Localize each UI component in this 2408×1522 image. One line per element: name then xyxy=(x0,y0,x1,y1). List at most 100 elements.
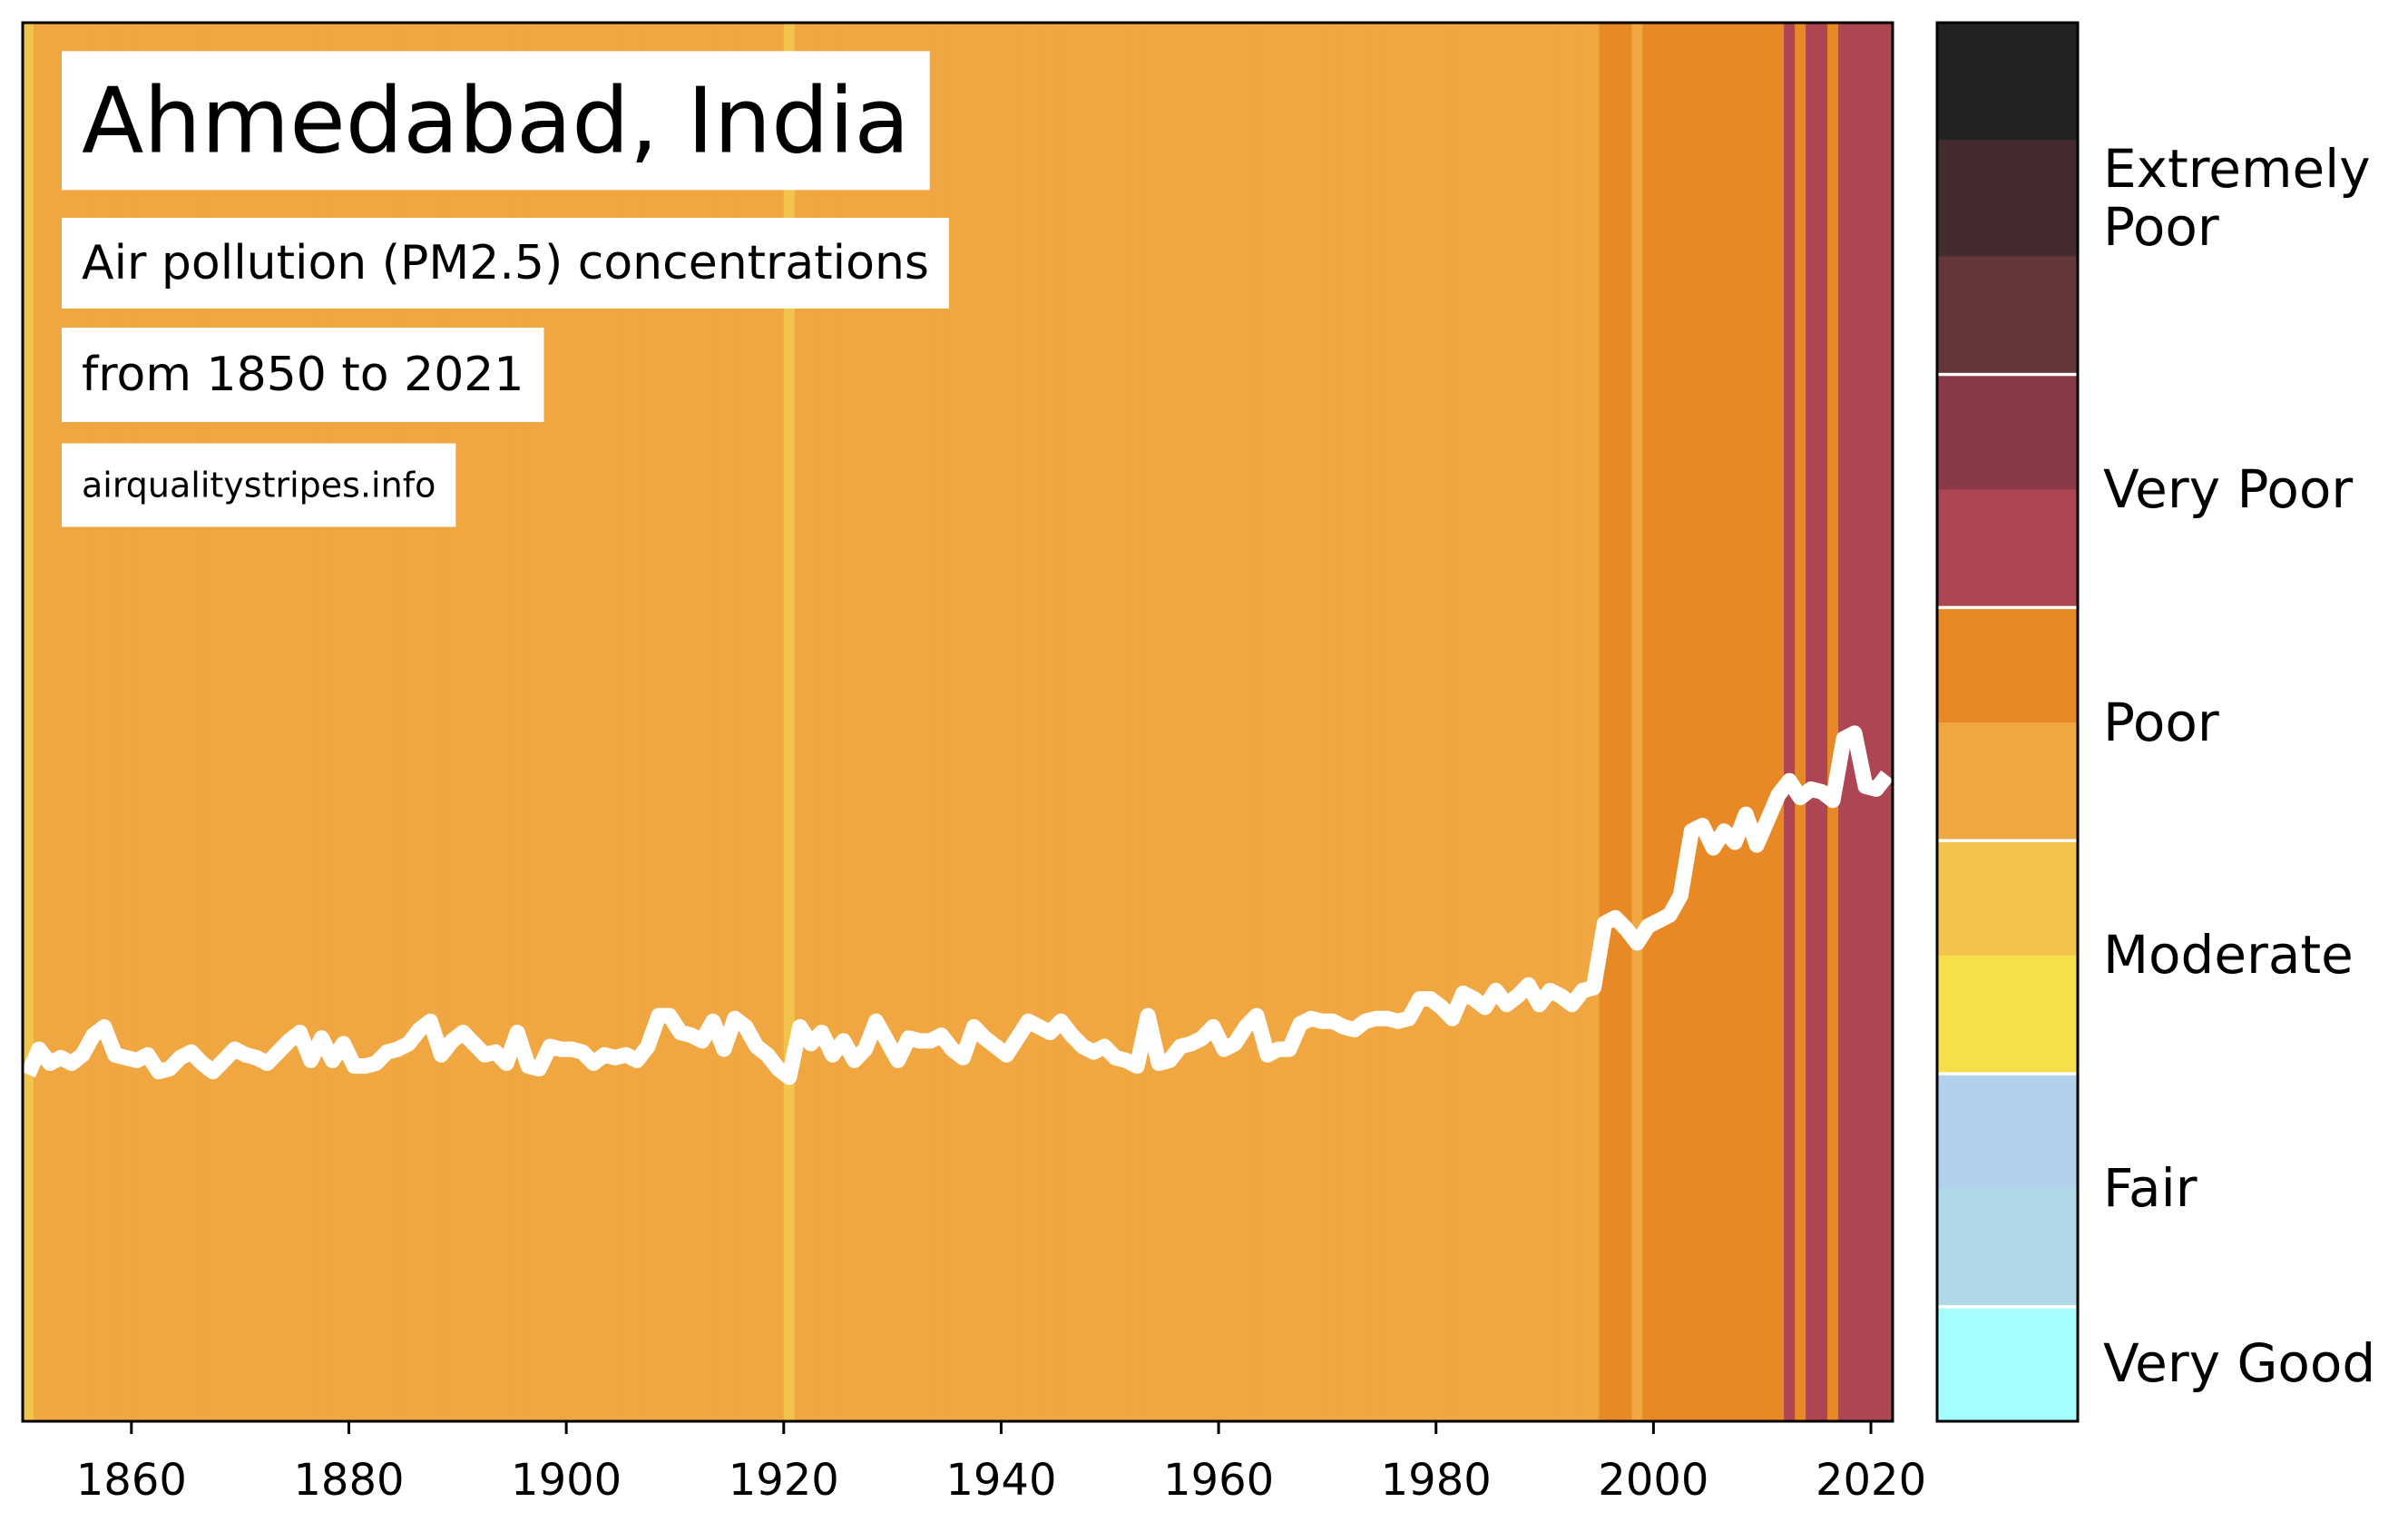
colorbar-label: Moderate xyxy=(2103,924,2354,987)
stripe xyxy=(1773,23,1785,1421)
stripe xyxy=(729,23,741,1421)
stripe xyxy=(1283,23,1296,1421)
stripe xyxy=(1708,23,1719,1421)
colorbar-box xyxy=(1937,23,2078,141)
pollution-line xyxy=(23,725,1893,1085)
stripe xyxy=(1653,23,1665,1421)
stripe xyxy=(1544,23,1557,1421)
x-tick-label: 1860 xyxy=(76,1455,187,1506)
colorbar-box xyxy=(1937,838,2078,956)
stripe xyxy=(1512,23,1524,1421)
period-text: from 1850 to 2021 xyxy=(82,348,524,402)
stripe xyxy=(827,23,839,1421)
stripe xyxy=(1740,23,1752,1421)
stripe xyxy=(1121,23,1132,1421)
title-boxes: Ahmedabad, India Air pollution (PM2.5) c… xyxy=(62,51,949,527)
x-tick-label: 1900 xyxy=(511,1455,622,1506)
plot-frame xyxy=(21,21,1894,1423)
x-tick-label: 1960 xyxy=(1163,1455,1274,1506)
stripe xyxy=(1055,23,1067,1421)
stripe xyxy=(1860,23,1872,1421)
title-box xyxy=(62,51,930,191)
stripe xyxy=(1435,23,1448,1421)
stripe xyxy=(761,23,774,1421)
stripe xyxy=(1251,23,1263,1421)
stripe xyxy=(1403,23,1415,1421)
stripe xyxy=(1197,23,1209,1421)
colorbar-box xyxy=(1937,722,2078,840)
stripe xyxy=(621,23,632,1421)
stripe xyxy=(1272,23,1285,1421)
colorbar-box xyxy=(1937,255,2078,373)
stripe xyxy=(33,23,45,1421)
stripe xyxy=(816,23,828,1421)
colorbar-box xyxy=(1937,605,2078,723)
stripe xyxy=(870,23,883,1421)
stripe xyxy=(1208,23,1219,1421)
stripe xyxy=(599,23,611,1421)
stripe xyxy=(1533,23,1546,1421)
stripe xyxy=(1849,23,1861,1421)
stripe xyxy=(1686,23,1698,1421)
stripe xyxy=(610,23,622,1421)
stripe xyxy=(739,23,752,1421)
stripe xyxy=(1882,23,1894,1421)
stripe xyxy=(1099,23,1111,1421)
stripe xyxy=(837,23,850,1421)
stripe xyxy=(1631,23,1644,1421)
stripe xyxy=(957,23,970,1421)
stripe xyxy=(925,23,937,1421)
stripe xyxy=(652,23,665,1421)
stripe xyxy=(1816,23,1828,1421)
stripe xyxy=(1359,23,1372,1421)
x-tick-label: 1880 xyxy=(293,1455,404,1506)
stripe xyxy=(555,23,567,1421)
stripe xyxy=(1370,23,1383,1421)
x-tick-label: 1980 xyxy=(1381,1455,1492,1506)
stripe xyxy=(946,23,959,1421)
subtitle-box xyxy=(62,218,949,309)
stripe xyxy=(1305,23,1317,1421)
stripe xyxy=(1762,23,1774,1421)
stripe xyxy=(881,23,894,1421)
stripe xyxy=(1806,23,1817,1421)
stripe xyxy=(859,23,872,1421)
stripe xyxy=(1468,23,1481,1421)
stripe xyxy=(1424,23,1437,1421)
stripe xyxy=(23,23,34,1421)
x-tick-label: 2000 xyxy=(1598,1455,1708,1506)
period-box xyxy=(62,328,544,422)
x-tick-label: 1940 xyxy=(945,1455,1056,1506)
stripe xyxy=(1729,23,1741,1421)
stripe xyxy=(1751,23,1763,1421)
stripe xyxy=(1566,23,1579,1421)
stripe xyxy=(544,23,556,1421)
stripe xyxy=(1326,23,1339,1421)
stripe xyxy=(707,23,719,1421)
stripe xyxy=(1827,23,1839,1421)
stripe xyxy=(44,23,56,1421)
colorbar-box xyxy=(1937,139,2078,257)
source-box xyxy=(62,443,456,527)
stripe xyxy=(674,23,687,1421)
stripe xyxy=(1066,23,1078,1421)
stripe xyxy=(1240,23,1252,1421)
colorbar-label: Extremely Poor xyxy=(2103,137,2371,258)
colorbar-frame xyxy=(1935,21,2080,1423)
colorbar-label: Poor xyxy=(2103,691,2219,753)
stripe xyxy=(1501,23,1513,1421)
chart-subtitle: Air pollution (PM2.5) concentrations xyxy=(82,236,929,290)
stripe xyxy=(892,23,905,1421)
stripe xyxy=(1316,23,1328,1421)
stripe xyxy=(631,23,643,1421)
stripe xyxy=(1620,23,1633,1421)
stripe xyxy=(1044,23,1056,1421)
stripe xyxy=(1186,23,1198,1421)
stripe xyxy=(990,23,1003,1421)
stripe xyxy=(1001,23,1013,1421)
stripe xyxy=(848,23,861,1421)
stripe xyxy=(1871,23,1883,1421)
stripe xyxy=(588,23,600,1421)
colorbar-box xyxy=(1937,488,2078,606)
